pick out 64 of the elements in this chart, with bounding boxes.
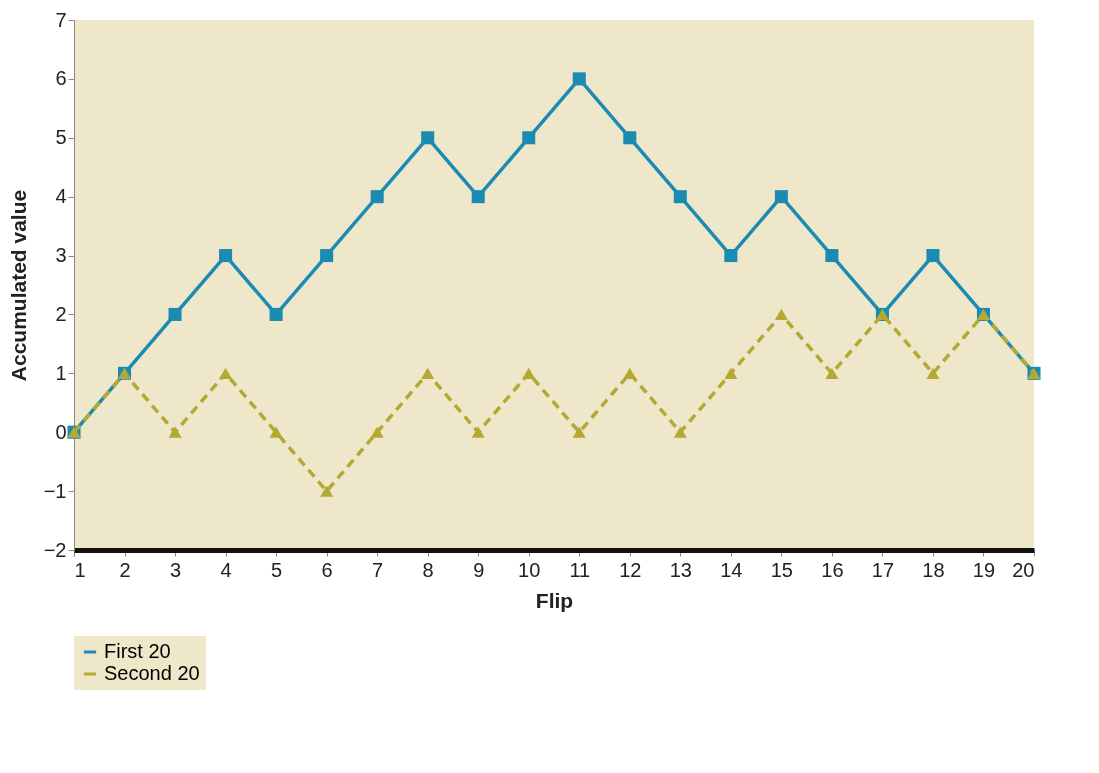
point [320, 249, 334, 263]
x-tick-label: 19 [972, 558, 996, 581]
x-tick-label: 4 [220, 558, 232, 581]
y-tick-label: 4 [55, 185, 67, 208]
x-tick-label: 8 [422, 558, 434, 581]
y-tick-label: 2 [55, 302, 67, 325]
y-axis-title: Accumulated value [6, 189, 30, 382]
point [623, 131, 637, 145]
y-tick-label: 7 [55, 8, 67, 31]
point [673, 190, 687, 204]
x-tick-label: 10 [518, 558, 541, 581]
y-tick-label: 1 [55, 361, 67, 384]
point [673, 426, 687, 438]
point [572, 426, 586, 438]
point [724, 249, 738, 263]
point [269, 426, 283, 438]
x-tick-label: 16 [821, 558, 844, 581]
point [724, 367, 738, 379]
point [168, 307, 182, 321]
point [269, 307, 283, 321]
x-tick-label: 5 [271, 558, 283, 581]
point [522, 131, 536, 145]
point [421, 131, 435, 145]
point [219, 367, 233, 379]
point [168, 426, 182, 438]
point [825, 367, 839, 379]
x-tick-label: 11 [569, 558, 591, 581]
point [370, 426, 384, 438]
point [219, 249, 233, 263]
y-tick-label: 5 [55, 126, 67, 149]
point [421, 367, 435, 379]
point [370, 190, 384, 204]
x-tick-label: 15 [770, 558, 793, 581]
point [623, 367, 637, 379]
point [926, 367, 940, 379]
y-tick-label: 6 [55, 67, 67, 90]
point [774, 308, 788, 321]
x-tick-label: 14 [720, 558, 743, 581]
point [320, 485, 334, 497]
x-axis-title: Flip [535, 588, 574, 612]
point [774, 190, 788, 204]
y-tick-label: −1 [43, 479, 67, 502]
x-tick-label: 2 [119, 558, 131, 581]
point [471, 190, 485, 204]
x-tick-label: 6 [321, 558, 333, 581]
x-tick-label: 12 [619, 558, 642, 581]
point [471, 426, 485, 438]
point [572, 72, 586, 86]
x-tick-label: 20 [1012, 558, 1035, 581]
y-tick-label: 0 [55, 420, 67, 443]
point [926, 249, 940, 263]
legend-label: First 20 [104, 640, 171, 662]
legend-label: Second 20 [104, 662, 200, 684]
x-tick-label: 3 [169, 558, 182, 581]
point [825, 249, 839, 263]
x-tick-label: 7 [372, 558, 384, 581]
x-tick-label: 18 [922, 558, 945, 581]
x-tick-label: 17 [871, 558, 895, 581]
y-tick-label: −2 [43, 538, 67, 561]
point [522, 367, 536, 379]
x-tick-label: 9 [473, 558, 485, 581]
y-tick-label: 3 [55, 244, 67, 267]
x-tick-label: 13 [669, 558, 692, 581]
x-tick-label: 1 [74, 558, 86, 581]
